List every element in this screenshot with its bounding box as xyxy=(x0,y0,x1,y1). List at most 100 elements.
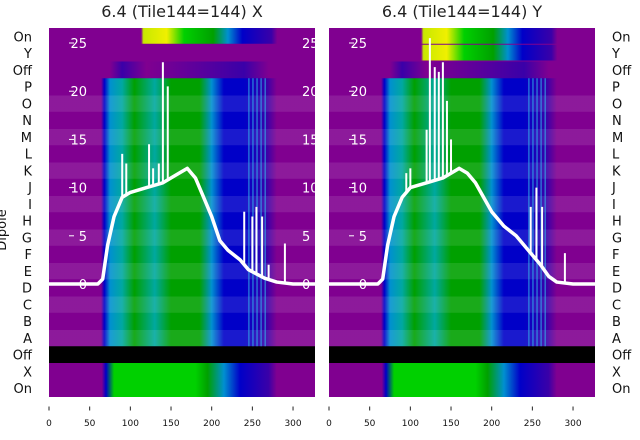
rfi-stripe xyxy=(544,78,546,347)
heatmap-row xyxy=(329,312,595,330)
heatmap-row xyxy=(49,61,315,79)
row-label: Off xyxy=(612,64,632,79)
heatmap-row xyxy=(49,262,315,280)
heatmap-row xyxy=(329,145,595,163)
x-tick-label: 50 xyxy=(84,419,96,429)
inner-y-tick-label: 10 xyxy=(70,182,87,197)
inner-y-tick-label: 5 xyxy=(359,230,367,245)
row-label: A xyxy=(23,332,32,347)
inner-y-tick-label-right: 15 xyxy=(302,133,319,148)
heatmap-row xyxy=(49,111,315,129)
row-label: P xyxy=(24,81,32,96)
row-label: C xyxy=(23,298,32,313)
row-label: L xyxy=(25,148,33,163)
row-label: On xyxy=(14,30,32,45)
row-label: E xyxy=(612,265,620,280)
row-label: Off xyxy=(13,64,33,79)
x-tick-label: 0 xyxy=(326,419,332,429)
row-label: M xyxy=(612,131,623,146)
heatmap-row xyxy=(49,145,315,163)
heatmap-row xyxy=(329,346,595,364)
heatmap-row-on xyxy=(382,28,574,44)
row-label: Y xyxy=(611,47,620,62)
heatmap-row xyxy=(49,212,315,230)
row-label: Off xyxy=(612,349,632,364)
panel-y: 6.4 (Tile144=144) Y0 50 100 150 200 250 300051… xyxy=(326,2,595,429)
inner-y-tick-label: 10 xyxy=(350,182,367,197)
x-tick-label: 200 xyxy=(203,419,220,429)
inner-y-tick-label-right: 10 xyxy=(302,182,319,197)
row-label: D xyxy=(22,282,32,297)
row-label: F xyxy=(612,248,619,263)
panel-title: 6.4 (Tile144=144) X xyxy=(101,2,263,21)
row-label: On xyxy=(14,382,32,397)
row-label: On xyxy=(612,30,630,45)
row-label: H xyxy=(22,215,32,230)
heatmap-row xyxy=(49,229,315,247)
rfi-stripe xyxy=(260,78,262,347)
row-label: A xyxy=(612,332,621,347)
row-label: E xyxy=(24,265,32,280)
heatmap-row xyxy=(49,44,315,62)
row-label: Y xyxy=(23,47,32,62)
heatmap-row xyxy=(329,245,595,263)
rfi-stripe xyxy=(248,78,250,347)
row-label: I xyxy=(612,198,616,213)
row-label: Off xyxy=(13,349,33,364)
row-label: N xyxy=(22,114,32,129)
inner-y-tick-label: 25 xyxy=(70,37,87,52)
row-label: G xyxy=(612,231,622,246)
x-tick-label: 250 xyxy=(524,419,541,429)
row-label: M xyxy=(21,131,32,146)
x-tick-label: 100 xyxy=(122,419,139,429)
inner-y-tick-label-right: 20 xyxy=(302,85,319,100)
inner-y-tick-label: 20 xyxy=(70,85,87,100)
panel-title: 6.4 (Tile144=144) Y xyxy=(382,2,543,21)
inner-y-tick-label: 20 xyxy=(350,85,367,100)
row-label: C xyxy=(612,298,621,313)
heatmap-row xyxy=(329,128,595,146)
inner-y-tick-label: 15 xyxy=(70,133,87,148)
row-label: J xyxy=(611,181,616,196)
heatmap-row-on xyxy=(382,44,574,61)
rfi-stripe xyxy=(252,78,254,347)
x-tick-label: 100 xyxy=(402,419,419,429)
heatmap-row xyxy=(49,245,315,263)
heatmap-row xyxy=(329,78,595,96)
heatmap-row xyxy=(49,128,315,146)
x-tick-label: 300 xyxy=(284,419,301,429)
x-tick-label: 250 xyxy=(244,419,261,429)
rfi-stripe xyxy=(528,78,530,347)
x-tick-label: 200 xyxy=(483,419,500,429)
row-label: X xyxy=(612,365,621,380)
heatmap-row xyxy=(49,178,315,196)
heatmap-row xyxy=(329,61,595,79)
x-tick-label: 0 xyxy=(46,419,52,429)
y-axis-label: Dipole xyxy=(0,209,10,250)
heatmap-row xyxy=(329,212,595,230)
row-label: On xyxy=(612,382,630,397)
heatmap-row xyxy=(329,329,595,347)
heatmap-row xyxy=(329,296,595,314)
row-label: D xyxy=(612,282,622,297)
row-label: B xyxy=(23,315,32,330)
row-label: B xyxy=(612,315,621,330)
heatmap-row xyxy=(329,229,595,247)
heatmap-row xyxy=(329,111,595,129)
heatmap-row xyxy=(49,312,315,330)
row-label: F xyxy=(25,248,32,263)
heatmap-row xyxy=(329,195,595,213)
heatmap-row xyxy=(329,363,595,381)
heatmap-row xyxy=(329,178,595,196)
heatmap-row xyxy=(329,379,595,397)
row-label: K xyxy=(23,164,32,179)
heatmap-row-on xyxy=(102,28,294,44)
rfi-stripe xyxy=(532,78,534,347)
row-label: G xyxy=(22,231,32,246)
row-label: N xyxy=(612,114,622,129)
inner-y-tick-label-right: 25 xyxy=(302,37,319,52)
inner-y-tick-label: 15 xyxy=(350,133,367,148)
row-label: P xyxy=(612,81,620,96)
